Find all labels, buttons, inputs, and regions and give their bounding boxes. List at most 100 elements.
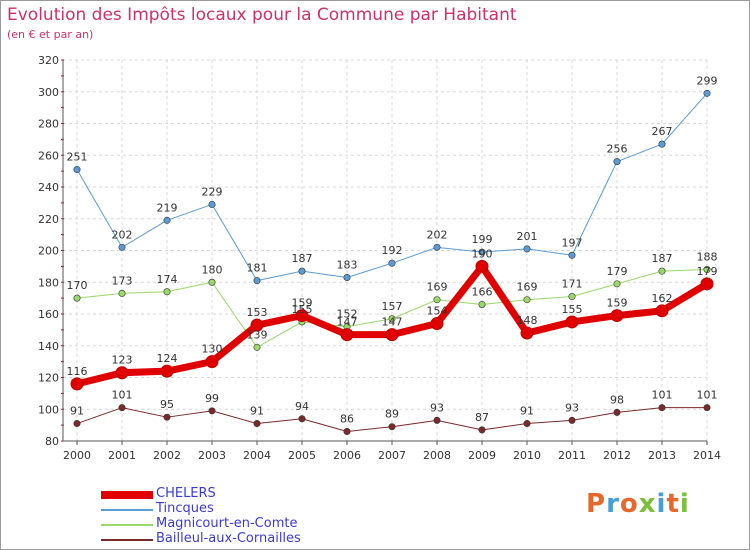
data-point <box>703 404 711 412</box>
data-label: 98 <box>610 393 624 406</box>
x-tick-label: 2007 <box>378 449 406 462</box>
data-point <box>523 296 531 304</box>
data-label: 155 <box>562 303 583 316</box>
data-point <box>298 267 306 275</box>
data-label: 153 <box>247 306 268 319</box>
data-point <box>523 420 531 428</box>
data-point <box>115 366 129 380</box>
y-tick-label: 240 <box>38 181 59 194</box>
data-point <box>298 415 306 423</box>
logo-letter: o <box>619 489 639 519</box>
data-label: 147 <box>337 316 358 329</box>
data-point <box>478 426 486 434</box>
legend-swatch-magnicourt <box>101 524 153 526</box>
data-point <box>700 277 714 291</box>
data-point <box>433 243 441 251</box>
data-label: 267 <box>652 125 673 138</box>
x-tick-label: 2000 <box>63 449 91 462</box>
logo-letter: i <box>656 489 667 519</box>
data-point <box>73 294 81 302</box>
data-label: 123 <box>112 354 133 367</box>
legend-label-magnicourt: Magnicourt-en-Comte <box>156 516 298 531</box>
data-point <box>208 407 216 415</box>
data-point <box>658 404 666 412</box>
y-tick-label: 120 <box>38 372 59 385</box>
data-point <box>205 355 219 369</box>
data-label: 148 <box>517 314 538 327</box>
data-point <box>253 420 261 428</box>
y-tick-label: 160 <box>38 308 59 321</box>
x-tick-label: 2001 <box>108 449 136 462</box>
data-point <box>613 158 621 166</box>
data-point <box>658 140 666 148</box>
data-label: 202 <box>112 228 133 241</box>
y-tick-label: 320 <box>38 54 59 67</box>
y-tick-label: 260 <box>38 149 59 162</box>
data-label: 95 <box>160 398 174 411</box>
y-tick-label: 220 <box>38 213 59 226</box>
data-label: 152 <box>337 308 358 321</box>
x-tick-label: 2008 <box>423 449 451 462</box>
data-label: 202 <box>427 228 448 241</box>
x-tick-label: 2010 <box>513 449 541 462</box>
data-point <box>208 278 216 286</box>
data-point <box>475 259 489 273</box>
logo-letter: i <box>679 489 690 519</box>
data-label: 91 <box>70 405 84 418</box>
data-point <box>163 288 171 296</box>
data-label: 116 <box>67 365 88 378</box>
x-tick-label: 2012 <box>603 449 631 462</box>
data-label: 170 <box>67 279 88 292</box>
data-point <box>703 266 711 274</box>
x-tick-label: 2003 <box>198 449 226 462</box>
data-label: 93 <box>430 401 444 414</box>
data-point <box>70 377 84 391</box>
chart-subtitle: (en € et par an) <box>7 28 94 41</box>
data-point <box>253 277 261 285</box>
y-tick-label: 200 <box>38 245 59 258</box>
legend-label-chelers: CHELERS <box>156 486 216 501</box>
data-point <box>703 89 711 97</box>
data-point <box>295 309 309 323</box>
data-label: 192 <box>382 244 403 257</box>
data-label: 86 <box>340 412 354 425</box>
y-tick-label: 100 <box>38 403 59 416</box>
data-label: 190 <box>472 247 493 260</box>
data-point <box>343 273 351 281</box>
proxiti-logo: Proxiti <box>586 489 690 519</box>
data-label: 130 <box>202 343 223 356</box>
data-label: 181 <box>247 262 268 275</box>
data-label: 187 <box>292 252 313 265</box>
data-label: 183 <box>337 258 358 271</box>
data-label: 174 <box>157 273 178 286</box>
data-point <box>208 200 216 208</box>
data-point <box>340 328 354 342</box>
x-tick-label: 2011 <box>558 449 586 462</box>
x-tick-label: 2005 <box>288 449 316 462</box>
data-point <box>565 315 579 329</box>
data-point <box>433 416 441 424</box>
x-tick-label: 2013 <box>648 449 676 462</box>
data-label: 159 <box>292 297 313 310</box>
y-tick-label: 140 <box>38 340 59 353</box>
data-label: 159 <box>607 297 628 310</box>
data-point <box>433 296 441 304</box>
data-point <box>568 416 576 424</box>
data-label: 93 <box>565 401 579 414</box>
data-point <box>478 248 486 256</box>
legend-label-bailleul: Bailleul-aux-Cornailles <box>156 531 301 546</box>
data-label: 187 <box>652 252 673 265</box>
data-point <box>568 251 576 259</box>
data-point <box>118 404 126 412</box>
legend-swatch-tincques <box>101 509 153 511</box>
data-point <box>658 267 666 275</box>
data-label: 197 <box>562 236 583 249</box>
data-point <box>163 413 171 421</box>
logo-letter: r <box>606 489 620 519</box>
data-label: 101 <box>697 389 718 402</box>
data-point <box>520 326 534 340</box>
data-point <box>118 289 126 297</box>
data-label: 180 <box>202 263 223 276</box>
data-label: 155 <box>292 303 313 316</box>
data-label: 179 <box>607 265 628 278</box>
